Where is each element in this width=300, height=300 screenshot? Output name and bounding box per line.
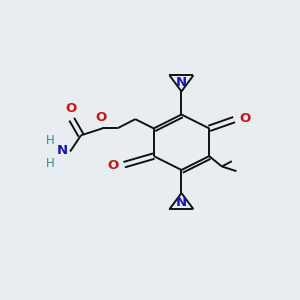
Text: O: O — [239, 112, 250, 125]
Text: N: N — [176, 196, 187, 209]
Text: N: N — [57, 144, 68, 157]
Text: O: O — [96, 111, 107, 124]
Text: H: H — [46, 157, 54, 170]
Text: N: N — [176, 76, 187, 89]
Text: O: O — [65, 102, 76, 115]
Text: H: H — [46, 134, 54, 147]
Text: O: O — [108, 159, 119, 172]
